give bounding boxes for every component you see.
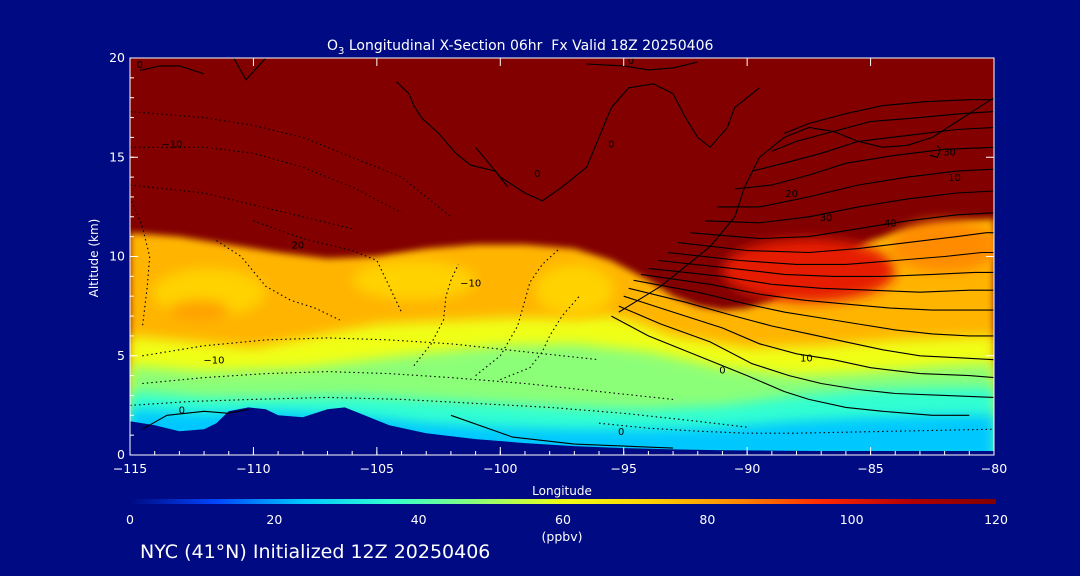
x-axis-label: Longitude: [532, 484, 592, 498]
contour-label: −10: [161, 139, 182, 150]
x-tick-label: −80: [981, 461, 1007, 476]
terrain-fill: [130, 407, 994, 455]
contour-label: 30: [820, 213, 833, 224]
contour-solid: [628, 287, 994, 361]
x-tick-label: −110: [236, 461, 270, 476]
contour-solid: [142, 408, 249, 430]
contour-label: 0: [719, 366, 725, 377]
contour-dashed: [253, 220, 402, 313]
contour-dashed: [130, 396, 748, 428]
contour-labels: 0 0 −10 0 0 20 20 30 40 30 10 −10 −10 0 0 0 10: [137, 56, 961, 438]
contour-solid: [586, 61, 698, 71]
contour-solid: [648, 267, 994, 293]
contour-label: 0: [608, 139, 614, 150]
contour-solid: [396, 81, 509, 188]
colorbar-tick-label: 80: [699, 512, 715, 527]
ozone-blobs: [152, 220, 994, 321]
y-tick-label: 0: [117, 447, 125, 462]
contour-solid: [611, 315, 970, 416]
x-tick-label: −85: [857, 461, 883, 476]
x-tick-label: −105: [360, 461, 394, 476]
contour-solid: [677, 232, 994, 254]
colorbar-tick-label: 40: [411, 512, 427, 527]
contour-dashed: [142, 337, 600, 361]
contour-solid: [450, 414, 674, 449]
colorbar-ticks: 0 20 40 60 80 100 120: [126, 512, 1008, 527]
y-tick-label: 20: [109, 50, 125, 65]
contour-label: 10: [800, 354, 813, 365]
contour-dashed: [475, 248, 560, 377]
contour-label: 0: [534, 169, 540, 180]
contour-dashed: [130, 146, 402, 214]
colorbar-tick-label: 120: [984, 512, 1008, 527]
blob-orange-core: [169, 300, 229, 321]
y-axis: 0 5 10 15 20: [109, 50, 994, 462]
y-tick-label: 10: [109, 249, 125, 264]
x-axis: −115 −110 −105 −100 −95 −90 −85 −80: [113, 58, 1007, 476]
contour-dashed: [216, 240, 341, 321]
contour-solid: [233, 58, 267, 81]
contour-label: −10: [460, 278, 481, 289]
colorbar-tick-label: 20: [266, 512, 282, 527]
contour-label: −10: [203, 356, 224, 367]
contour-solid: [633, 279, 994, 337]
contour-solid: [658, 259, 994, 277]
colorbar: [130, 499, 996, 504]
blob-orange: [534, 264, 614, 317]
contour-lines: [130, 58, 994, 449]
contour-solid: [139, 65, 205, 75]
contour-solid: [618, 305, 994, 398]
y-tick-label: 15: [109, 149, 125, 164]
contour-dashed: [142, 371, 674, 400]
y-tick-label: 5: [117, 348, 125, 363]
contour-dashed: [130, 184, 353, 230]
x-tick-label: −90: [734, 461, 760, 476]
contour-solid: [618, 97, 994, 313]
x-tick-label: −95: [611, 461, 637, 476]
plot-area: 0 0 −10 0 0 20 20 30 40 30 10 −10 −10 0 0 0 10: [130, 56, 994, 455]
colorbar-tick-label: 0: [126, 512, 134, 527]
blob-upper-orange: [890, 220, 994, 273]
contour-solid: [771, 111, 994, 152]
contour-label: 0: [137, 60, 143, 71]
contour-solid: [475, 83, 760, 202]
contour-label: 20: [785, 189, 798, 200]
contour-dashed: [598, 422, 994, 434]
contour-dashed: [413, 264, 459, 367]
footer-caption: NYC (41°N) Initialized 12Z 20250406: [140, 541, 491, 563]
x-tick-label: −115: [113, 461, 147, 476]
contour-label: 40: [884, 219, 897, 230]
colorbar-unit: (ppbv): [542, 529, 583, 544]
contour-label: 10: [948, 173, 961, 184]
contour-label: 0: [618, 427, 624, 438]
contour-solid: [734, 146, 994, 190]
contour-solid: [717, 168, 994, 208]
colorbar-tick-label: 60: [555, 512, 571, 527]
contour-solid: [690, 212, 994, 240]
contour-label: 20: [291, 241, 304, 252]
contour-solid: [623, 295, 994, 379]
contour-label: 30: [943, 147, 956, 158]
contour-solid: [640, 273, 994, 311]
contour-solid: [668, 251, 994, 265]
y-axis-label: Altitude (km): [87, 219, 101, 298]
x-tick-label: −100: [483, 461, 517, 476]
contour-solid: [783, 99, 994, 134]
contour-label: 0: [628, 56, 634, 67]
contour-label: 0: [179, 405, 185, 416]
contour-solid: [929, 144, 941, 158]
blob-mid-red: [722, 238, 896, 303]
chart-title: O3 Longitudinal X-Section 06hr Fx Valid …: [327, 38, 713, 57]
contour-solid: [705, 190, 994, 224]
colorbar-tick-label: 100: [840, 512, 864, 527]
blob-orange: [352, 260, 476, 301]
